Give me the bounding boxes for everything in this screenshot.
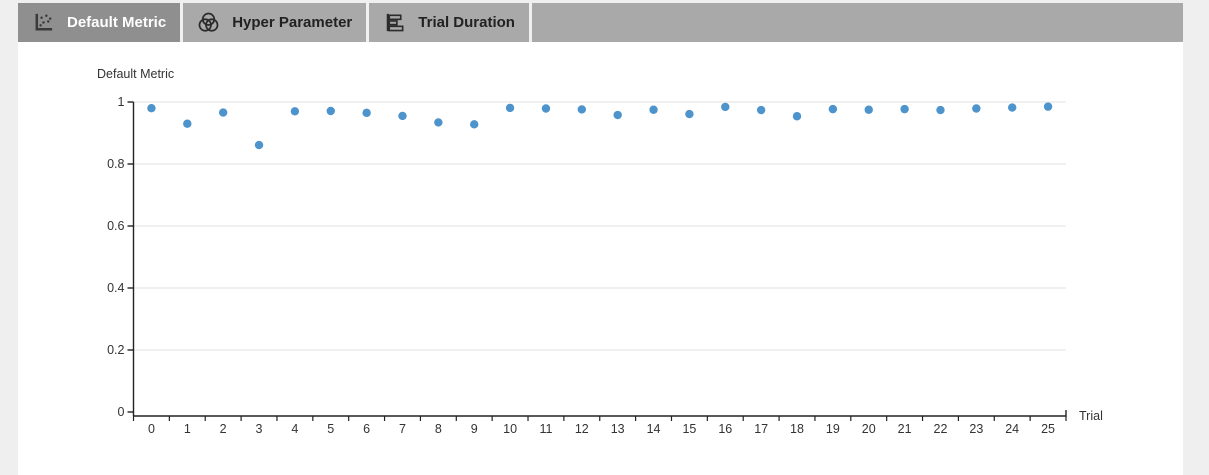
x-axis-tick-label: 22 bbox=[934, 422, 948, 436]
x-axis-tick-label: 14 bbox=[647, 422, 661, 436]
tab-bar: Default Metric Hyper Parameter Trial Dur… bbox=[18, 3, 1183, 42]
x-axis-tick-label: 3 bbox=[256, 422, 263, 436]
bar-chart-icon bbox=[387, 13, 404, 32]
scatter-point[interactable] bbox=[326, 106, 335, 116]
scatter-point[interactable] bbox=[972, 104, 981, 113]
x-axis-tick-label: 8 bbox=[435, 422, 442, 436]
scatter-point[interactable] bbox=[218, 108, 228, 117]
x-axis-tick-label: 11 bbox=[539, 422, 552, 436]
y-axis-tick-label: 0.2 bbox=[107, 343, 124, 357]
tab-hyper-parameter[interactable]: Hyper Parameter bbox=[183, 3, 370, 42]
scatter-point[interactable] bbox=[290, 107, 300, 116]
venn-diagram-icon bbox=[198, 12, 219, 32]
x-axis-tick-label: 15 bbox=[682, 422, 696, 436]
x-axis-title: Trial bbox=[1079, 409, 1103, 423]
scatter-point[interactable] bbox=[254, 140, 264, 150]
x-axis-tick-label: 20 bbox=[862, 422, 876, 436]
x-axis-tick-label: 19 bbox=[826, 422, 840, 436]
scatter-point[interactable] bbox=[1043, 102, 1053, 111]
scatter-point[interactable] bbox=[900, 104, 909, 114]
y-axis-tick-label: 0.8 bbox=[107, 157, 124, 171]
y-axis-tick-label: 0.6 bbox=[107, 219, 124, 233]
tab-default-metric[interactable]: Default Metric bbox=[18, 3, 184, 42]
x-axis-tick-label: 16 bbox=[718, 422, 732, 436]
scatter-point[interactable] bbox=[756, 105, 766, 115]
scatter-point[interactable] bbox=[721, 102, 730, 112]
x-axis-tick-label: 2 bbox=[220, 422, 227, 436]
tab-label: Default Metric bbox=[67, 14, 167, 31]
scatter-point[interactable] bbox=[183, 119, 192, 128]
x-axis-tick-label: 7 bbox=[399, 422, 406, 436]
default-metric-chart: 00.20.40.60.810 1 2 3 4 5 6 7 8 9 10 11 12 13 14 15 16 17… bbox=[97, 67, 1103, 436]
scatter-point[interactable] bbox=[936, 105, 945, 115]
x-axis-tick-label: 13 bbox=[611, 422, 625, 436]
x-axis-tick-label: 24 bbox=[1005, 422, 1019, 436]
chart-panel bbox=[18, 3, 1183, 475]
scatter-point[interactable] bbox=[362, 108, 371, 118]
y-axis-tick-label: 0 bbox=[118, 405, 125, 419]
scatter-point[interactable] bbox=[1008, 103, 1017, 112]
x-axis-tick-label: 18 bbox=[790, 422, 804, 436]
x-axis-tick-label: 17 bbox=[754, 422, 768, 436]
scatter-point[interactable] bbox=[398, 111, 407, 121]
x-axis-tick-label: 10 bbox=[503, 422, 517, 436]
tab-bar-filler bbox=[532, 3, 1183, 42]
scatter-point[interactable] bbox=[505, 103, 515, 113]
scatter-point[interactable] bbox=[541, 104, 551, 113]
scatter-point[interactable] bbox=[864, 105, 873, 114]
y-axis-tick-label: 0.4 bbox=[107, 281, 124, 295]
x-axis-tick-label: 4 bbox=[291, 422, 298, 436]
x-axis-tick-label: 1 bbox=[184, 422, 191, 436]
x-axis-tick-label: 21 bbox=[898, 422, 912, 436]
scatter-plot-icon bbox=[35, 13, 53, 31]
scatter-point[interactable] bbox=[685, 109, 694, 119]
x-axis-tick-label: 25 bbox=[1041, 422, 1055, 436]
scatter-point[interactable] bbox=[434, 118, 443, 127]
x-axis-line bbox=[133, 410, 1067, 417]
x-axis-tick-label: 9 bbox=[471, 422, 478, 436]
y-axis-tick-label: 1 bbox=[118, 95, 125, 109]
scatter-point[interactable] bbox=[828, 104, 838, 114]
x-axis-tick-label: 23 bbox=[969, 422, 983, 436]
chart-title: Default Metric bbox=[97, 67, 174, 81]
scatter-point[interactable] bbox=[792, 112, 802, 121]
scatter-point[interactable] bbox=[577, 105, 587, 114]
tab-label: Trial Duration bbox=[418, 14, 515, 31]
x-axis-tick-label: 5 bbox=[327, 422, 334, 436]
scatter-point[interactable] bbox=[613, 110, 622, 120]
tab-trial-duration[interactable]: Trial Duration bbox=[369, 3, 532, 42]
x-axis-tick-label: 12 bbox=[575, 422, 589, 436]
scatter-point[interactable] bbox=[147, 104, 156, 113]
x-axis-tick-label: 0 bbox=[148, 422, 155, 436]
x-axis-tick-label: 6 bbox=[363, 422, 370, 436]
tab-label: Hyper Parameter bbox=[232, 14, 353, 31]
scatter-point[interactable] bbox=[470, 120, 479, 129]
scatter-point[interactable] bbox=[649, 105, 658, 114]
